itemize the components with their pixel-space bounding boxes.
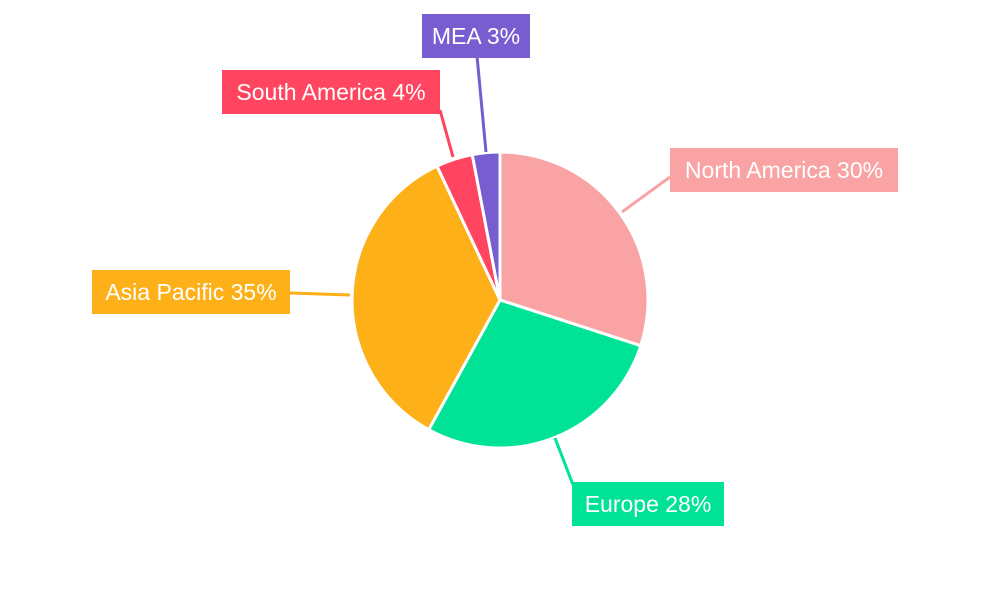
data-label-box: [670, 148, 898, 192]
data-label: Asia Pacific 35%: [105, 279, 276, 305]
pie-slice-north-america[interactable]: [498, 150, 650, 348]
data-label: MEA 3%: [432, 23, 520, 49]
leader-line: [438, 109, 455, 158]
data-label: North America 30%: [685, 157, 883, 183]
data-label-box: [222, 70, 440, 114]
data-label-box: [572, 482, 724, 526]
slices: [350, 150, 650, 450]
data-label: South America 4%: [236, 79, 425, 105]
data-label-box: [422, 14, 530, 58]
pie-slice-asia-pacific[interactable]: [350, 164, 502, 432]
data-label-box: [92, 270, 290, 314]
pie-slice-europe[interactable]: [426, 298, 643, 450]
leader-line: [621, 175, 671, 214]
labels: North America 30% Europe 28% Asia Pacific …: [92, 14, 898, 526]
pie-slice-mea[interactable]: [470, 150, 502, 301]
leader-line: [289, 291, 351, 297]
leader-line: [475, 55, 488, 153]
data-label: Europe 28%: [585, 491, 712, 517]
leader-line: [553, 437, 577, 491]
